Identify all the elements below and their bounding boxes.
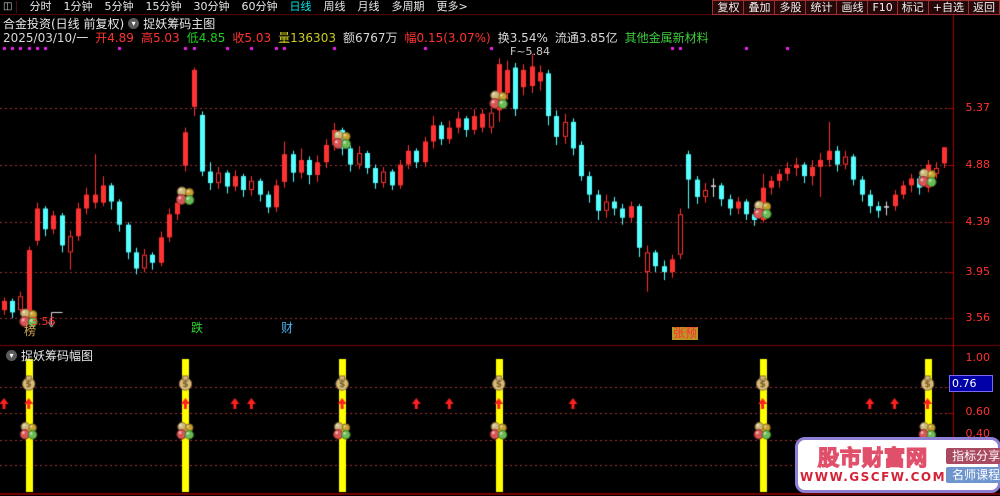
chart-annotation: 3.56: [31, 315, 56, 328]
top-menu-bar: ◫ 分时 1分钟 5分钟 15分钟 30分钟 60分钟 日线 周线 月线 多周期 更多> 复权 叠加多…: [0, 0, 1000, 15]
quote-field: 其他金属新材料: [624, 31, 709, 45]
menu-item-30分钟[interactable]: 30分钟: [193, 0, 230, 13]
menu-item-周线[interactable]: 周线: [323, 0, 346, 13]
tool-menu: 复权 叠加 多股 统计 画线 F10 标记 +自选 返回: [712, 0, 1000, 15]
chart-annotation: 张预: [672, 326, 699, 340]
lower-indicator-title: 捉妖筹码幅图: [21, 349, 94, 363]
quote-field: 换3.54%: [497, 31, 548, 45]
menu-item-更多>[interactable]: 更多>: [436, 0, 468, 13]
menu-button-F10[interactable]: F10: [867, 0, 898, 15]
badge-indicator-share[interactable]: 指标分享: [946, 447, 1000, 464]
watermark-brand: 股市财富网 WWW.GSCFW.COM: [800, 445, 947, 484]
watermark-url[interactable]: WWW.GSCFW.COM: [800, 470, 947, 484]
chart-title-row: 合金投资(日线 前复权) ▾ 捉妖筹码主图: [3, 15, 215, 32]
quote-field: 流通3.85亿: [554, 31, 618, 45]
menu-item-分时[interactable]: 分时: [29, 0, 52, 13]
menu-button-统计[interactable]: 统计: [805, 0, 838, 15]
price-axis-label: 4.88: [965, 158, 991, 171]
menu-button-复权[interactable]: 复权: [712, 0, 745, 15]
menu-item-60分钟[interactable]: 60分钟: [241, 0, 278, 13]
period-menu: 分时 1分钟 5分钟 15分钟 30分钟 60分钟 日线 周线 月线 多周期 更多>: [23, 0, 473, 14]
menu-item-1分钟[interactable]: 1分钟: [63, 0, 93, 13]
lower-axis-label: 1.00: [965, 351, 991, 364]
watermark-box: 股市财富网 WWW.GSCFW.COM 指标分享 名师课程: [795, 437, 1000, 493]
quote-field: 量136303: [278, 31, 336, 45]
quote-field: 高5.03: [140, 31, 180, 45]
quote-field: 收5.03: [232, 31, 272, 45]
menu-item-多周期[interactable]: 多周期: [391, 0, 425, 13]
menu-button-标记[interactable]: 标记: [896, 0, 929, 15]
menu-button-画线[interactable]: 画线: [836, 0, 869, 15]
menu-item-5分钟[interactable]: 5分钟: [104, 0, 134, 13]
watermark-badges: 指标分享 名师课程: [946, 447, 1000, 483]
chart-annotation: 跌: [191, 321, 204, 335]
menu-item-日线[interactable]: 日线: [289, 0, 312, 13]
price-axis-label: 3.95: [965, 265, 991, 278]
price-axis-label: 5.37: [965, 101, 991, 114]
current-value-tag: 0.76: [949, 375, 993, 392]
chart-annotation: F~5.84: [510, 45, 551, 58]
chevron-down-icon[interactable]: ▾: [128, 18, 140, 29]
menu-button-多股[interactable]: 多股: [774, 0, 807, 15]
menu-button-+自选[interactable]: +自选: [927, 0, 969, 15]
lower-axis-label: 0.60: [965, 405, 991, 418]
badge-teacher-course[interactable]: 名师课程: [946, 466, 1000, 483]
chart-annotation: 财: [281, 321, 294, 335]
menu-item-月线[interactable]: 月线: [357, 0, 380, 13]
lower-axis-label: 0.40: [965, 427, 991, 440]
main-indicator-title: 捉妖筹码主图: [143, 17, 216, 31]
quote-field: 幅0.15(3.07%): [404, 31, 491, 45]
quote-field: 开4.89: [95, 31, 134, 45]
price-axis-label: 3.56: [965, 311, 991, 324]
lower-panel-title-row: ▾ 捉妖筹码幅图: [2, 347, 93, 364]
chart-annotation: 榜: [24, 324, 37, 338]
quote-info-row: 2025/03/10/一 开4.89 高5.03 低4.85 收5.03 量136303 额…: [3, 29, 709, 46]
quote-field: 额6767万: [342, 31, 398, 45]
menu-item-15分钟[interactable]: 15分钟: [145, 0, 182, 13]
stock-title: 合金投资(日线 前复权): [3, 17, 125, 31]
quote-field: 2025/03/10/一: [3, 31, 89, 45]
chevron-down-icon[interactable]: ▾: [6, 350, 17, 361]
menu-divider: [16, 1, 18, 13]
window-split-icon[interactable]: ◫: [3, 1, 13, 12]
price-axis-label: 4.39: [965, 215, 991, 228]
watermark-site-name: 股市财富网: [817, 445, 929, 470]
quote-field: 低4.85: [186, 31, 226, 45]
menu-button-叠加[interactable]: 叠加: [743, 0, 776, 15]
menu-button-返回[interactable]: 返回: [968, 0, 1000, 15]
